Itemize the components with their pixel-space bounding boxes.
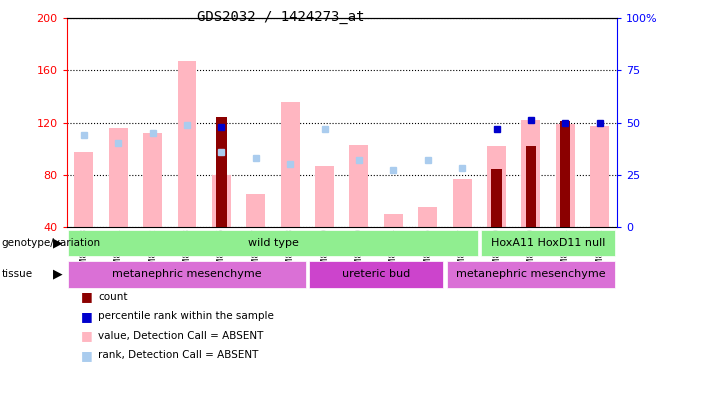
- Text: ▶: ▶: [53, 268, 63, 281]
- Bar: [491, 169, 502, 227]
- Bar: [384, 214, 403, 227]
- Bar: [453, 179, 472, 227]
- Text: tissue: tissue: [1, 269, 32, 279]
- Bar: [68, 261, 306, 288]
- Bar: [590, 126, 609, 227]
- Bar: [177, 61, 196, 227]
- Bar: [216, 117, 226, 227]
- Text: genotype/variation: genotype/variation: [1, 238, 100, 248]
- Text: wild type: wild type: [247, 238, 299, 248]
- Text: ureteric bud: ureteric bud: [342, 269, 410, 279]
- Text: ■: ■: [81, 310, 93, 323]
- Bar: [143, 133, 162, 227]
- Bar: [246, 194, 265, 227]
- Text: metanephric mesenchyme: metanephric mesenchyme: [112, 269, 261, 279]
- Bar: [526, 146, 536, 227]
- Text: GDS2032 / 1424273_at: GDS2032 / 1424273_at: [197, 10, 364, 24]
- Text: ■: ■: [81, 329, 93, 342]
- Bar: [522, 120, 540, 227]
- Text: ■: ■: [81, 349, 93, 362]
- Bar: [350, 145, 369, 227]
- Text: HoxA11 HoxD11 null: HoxA11 HoxD11 null: [491, 238, 605, 248]
- Bar: [109, 128, 128, 227]
- Text: count: count: [98, 292, 128, 302]
- Text: value, Detection Call = ABSENT: value, Detection Call = ABSENT: [98, 331, 264, 341]
- Bar: [315, 166, 334, 227]
- Text: ▶: ▶: [53, 237, 63, 249]
- Bar: [560, 121, 571, 227]
- Bar: [556, 124, 575, 227]
- Bar: [418, 207, 437, 227]
- Text: percentile rank within the sample: percentile rank within the sample: [98, 311, 274, 321]
- Bar: [212, 175, 231, 227]
- Text: metanephric mesenchyme: metanephric mesenchyme: [456, 269, 606, 279]
- Text: rank, Detection Call = ABSENT: rank, Detection Call = ABSENT: [98, 350, 259, 360]
- Bar: [487, 146, 506, 227]
- Bar: [309, 261, 443, 288]
- Bar: [447, 261, 615, 288]
- Bar: [280, 102, 299, 227]
- Bar: [74, 153, 93, 227]
- Text: ■: ■: [81, 290, 93, 303]
- Bar: [68, 230, 477, 256]
- Bar: [481, 230, 615, 256]
